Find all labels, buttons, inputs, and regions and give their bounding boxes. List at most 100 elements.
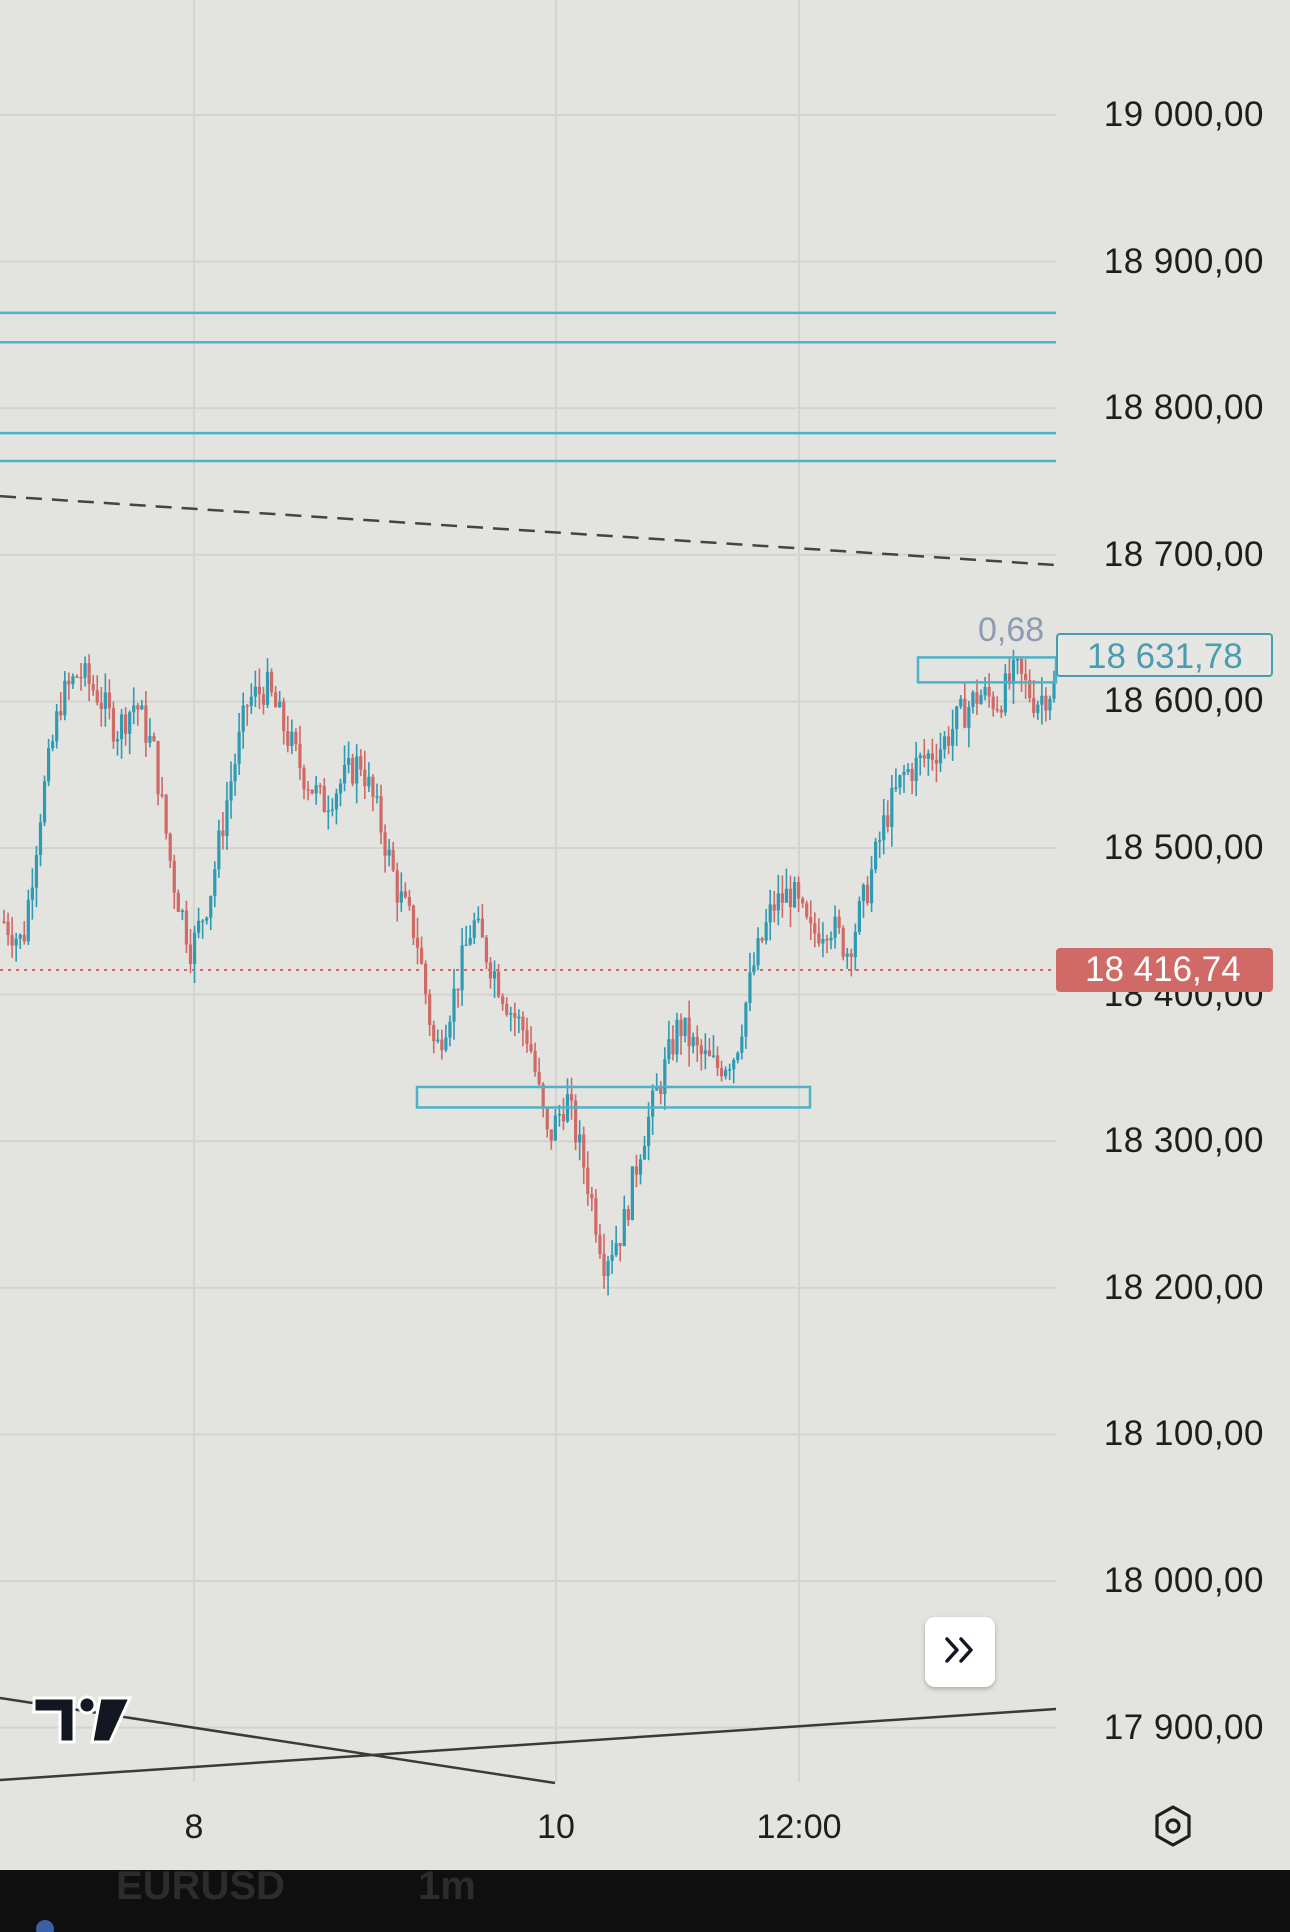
candle-body bbox=[407, 897, 412, 906]
candle-body bbox=[496, 971, 501, 997]
candle-body bbox=[55, 711, 59, 742]
candle-body bbox=[979, 695, 983, 704]
avatar[interactable] bbox=[36, 1920, 54, 1932]
candle-body bbox=[784, 888, 789, 903]
candle-body bbox=[582, 1134, 586, 1168]
candle-body bbox=[351, 758, 355, 784]
candle-body bbox=[817, 933, 821, 944]
candle-body bbox=[602, 1253, 606, 1276]
candle-body bbox=[513, 1013, 517, 1018]
candle-body bbox=[890, 788, 894, 827]
time-label-1200: 12:00 bbox=[756, 1808, 842, 1846]
candle-body bbox=[38, 822, 43, 856]
grid-lines bbox=[0, 0, 1056, 1782]
candle-body bbox=[334, 793, 339, 810]
candle-body bbox=[261, 694, 266, 705]
candle-body bbox=[861, 884, 866, 902]
candle-body bbox=[618, 1243, 622, 1247]
candle-body bbox=[14, 938, 18, 946]
candle-body bbox=[318, 785, 322, 787]
tradingview-logo[interactable] bbox=[30, 1690, 135, 1750]
candle-body bbox=[914, 757, 918, 782]
bottom-toolbar[interactable]: EURUSD 1m bbox=[0, 1870, 1290, 1932]
candle-body bbox=[326, 810, 330, 813]
candle-body bbox=[703, 1050, 707, 1054]
candle-body bbox=[938, 749, 943, 764]
candle-body bbox=[715, 1055, 720, 1069]
candle-body bbox=[805, 903, 809, 918]
candle-body bbox=[367, 776, 371, 787]
candle-body bbox=[963, 698, 967, 728]
candle-body bbox=[679, 1019, 683, 1036]
candles bbox=[2, 649, 1056, 1296]
chart-area[interactable]: 19 000,00 18 900,00 18 800,00 18 700,00 18 6… bbox=[0, 0, 1290, 1870]
candle-body bbox=[728, 1069, 732, 1071]
price-chart[interactable] bbox=[0, 0, 1290, 1870]
candle-body bbox=[379, 796, 383, 833]
interval-text[interactable]: 1m bbox=[418, 1870, 476, 1908]
candle-body bbox=[444, 1037, 448, 1051]
candle-body bbox=[87, 663, 91, 685]
candle-body bbox=[1024, 673, 1028, 681]
candle-body bbox=[829, 937, 833, 941]
candle-body bbox=[505, 1003, 509, 1015]
zone-rectangle bbox=[916, 656, 1058, 684]
candle-body bbox=[468, 937, 472, 945]
price-tick-label: 18 700,00 bbox=[1103, 534, 1264, 574]
candle-body bbox=[752, 965, 756, 973]
candle-body bbox=[269, 671, 274, 693]
candle-body bbox=[205, 917, 209, 921]
candle-body bbox=[22, 934, 26, 942]
candle-body bbox=[18, 934, 22, 939]
candle-body bbox=[918, 755, 922, 758]
candle-body bbox=[310, 789, 314, 794]
candle-body bbox=[687, 1017, 691, 1047]
candle-body bbox=[946, 736, 951, 746]
candle-body bbox=[156, 741, 160, 795]
candle-body bbox=[286, 731, 290, 747]
candle-body bbox=[675, 1019, 679, 1055]
candle-body bbox=[630, 1166, 634, 1220]
candle-body bbox=[95, 690, 99, 703]
price-tick-label: 18 900,00 bbox=[1103, 241, 1264, 281]
candle-body bbox=[634, 1166, 639, 1175]
candle-body bbox=[999, 709, 1003, 713]
candle-body bbox=[642, 1146, 647, 1160]
candle-body bbox=[160, 794, 164, 796]
double-chevron-right-icon bbox=[943, 1635, 977, 1670]
candle-body bbox=[659, 1087, 663, 1094]
candle-body bbox=[488, 962, 493, 979]
scroll-to-realtime-button[interactable] bbox=[925, 1617, 995, 1687]
candle-body bbox=[574, 1100, 578, 1143]
candle-body bbox=[480, 918, 484, 938]
candle-body bbox=[42, 781, 47, 823]
chart-settings-button[interactable] bbox=[1150, 1804, 1196, 1851]
candle-body bbox=[63, 680, 67, 716]
candle-body bbox=[464, 944, 468, 947]
candle-body bbox=[975, 692, 979, 704]
candle-body bbox=[732, 1060, 736, 1070]
candle-body bbox=[440, 1039, 444, 1051]
candle-body bbox=[71, 676, 75, 685]
candle-body bbox=[553, 1115, 557, 1141]
candle-body bbox=[776, 893, 780, 911]
candle-body bbox=[853, 931, 857, 957]
candle-body bbox=[424, 963, 428, 995]
price-tick-label: 18 100,00 bbox=[1103, 1414, 1264, 1454]
candle-body bbox=[330, 809, 334, 811]
candle-body bbox=[987, 687, 991, 697]
candle-body bbox=[245, 705, 249, 708]
candle-body bbox=[346, 758, 351, 765]
candle-body bbox=[225, 800, 229, 837]
candle-body bbox=[1019, 659, 1024, 674]
measure-label: 0,68 bbox=[978, 611, 1045, 649]
candle-body bbox=[691, 1036, 695, 1047]
candle-body bbox=[699, 1045, 703, 1054]
candle-body bbox=[213, 869, 217, 897]
candle-body bbox=[472, 920, 476, 938]
candle-body bbox=[626, 1209, 630, 1220]
current-price-tag: 18 416,74 bbox=[1056, 948, 1273, 993]
dashed-trendline bbox=[0, 494, 1057, 567]
candle-body bbox=[294, 731, 298, 745]
symbol-text[interactable]: EURUSD bbox=[116, 1870, 285, 1908]
